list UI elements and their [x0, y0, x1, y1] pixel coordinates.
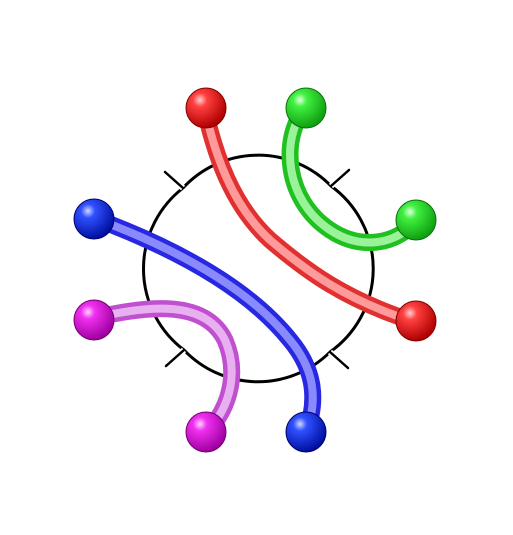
tube-blue [85, 209, 322, 442]
tube-red [196, 101, 424, 331]
board-outline [142, 153, 375, 384]
tube-magenta [85, 300, 241, 441]
blue-ball-bottom[interactable] [285, 411, 327, 453]
blue-ball-left[interactable] [73, 198, 115, 240]
green-ball-top[interactable] [285, 87, 327, 129]
board-notch-edges [163, 168, 351, 370]
green-ball-right[interactable] [395, 199, 437, 241]
tube-green [281, 99, 424, 251]
magenta-ball-left[interactable] [73, 299, 115, 341]
red-ball-right[interactable] [395, 300, 437, 342]
red-ball-top[interactable] [185, 87, 227, 129]
magenta-ball-bottom[interactable] [185, 411, 227, 453]
